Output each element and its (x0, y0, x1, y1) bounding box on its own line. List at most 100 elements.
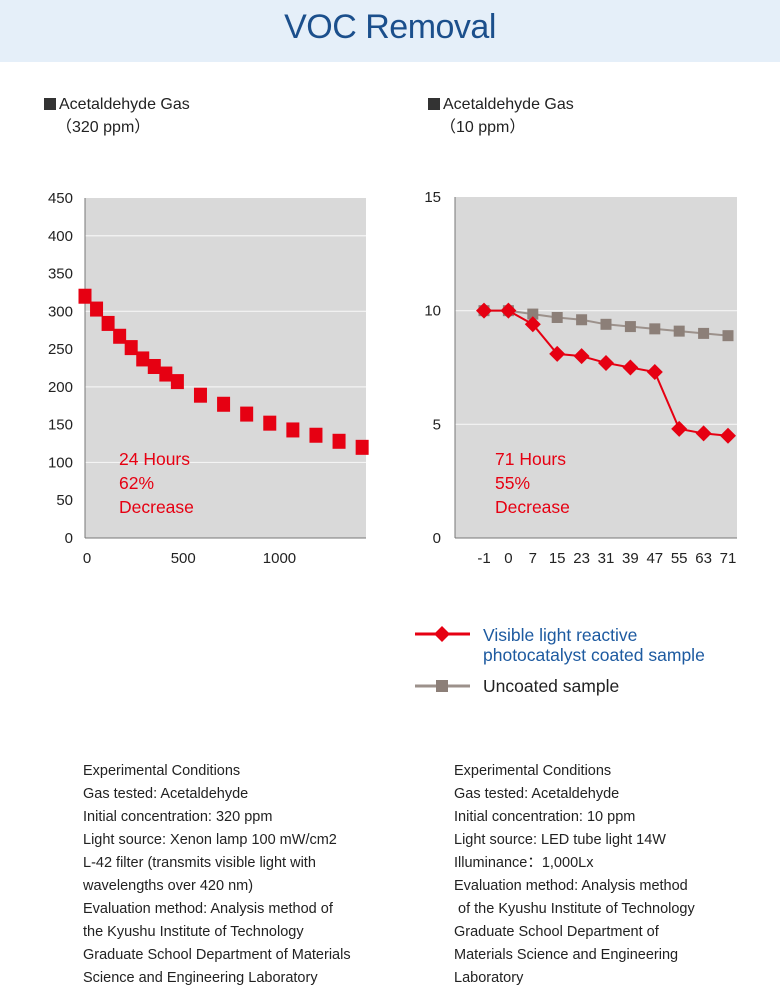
conditions-right: Experimental Conditions Gas tested: Aceta… (454, 760, 695, 987)
x-tick-label: 0 (83, 550, 91, 567)
data-point-square (600, 318, 612, 330)
data-point-square (78, 288, 92, 304)
conditions-left: Experimental Conditions Gas tested: Aceta… (83, 760, 351, 987)
square-bullet-icon (428, 98, 440, 110)
data-point-square (332, 433, 346, 449)
legend-uncoated-label: Uncoated sample (483, 676, 620, 696)
data-point-square (624, 321, 636, 333)
data-point-square (193, 387, 207, 403)
y-tick-label: 10 (424, 303, 441, 320)
x-tick-label: 39 (622, 550, 639, 567)
data-point-diamond (646, 364, 663, 381)
condition-line: Illuminance：1,000Lx (454, 855, 594, 871)
condition-line: Experimental Conditions (83, 763, 241, 779)
data-point-square (673, 325, 685, 337)
legend-uncoated-square-icon (436, 680, 448, 692)
x-tick-label: 55 (671, 550, 688, 567)
condition-line: Experimental Conditions (454, 763, 612, 779)
legend-coated-line2: photocatalyst coated sample (483, 645, 705, 665)
left-plot-area (85, 198, 366, 538)
data-point-diamond (573, 348, 590, 365)
data-point-square (101, 315, 115, 331)
condition-line: Science and Engineering Laboratory (83, 970, 318, 986)
annotation-text: 71 Hours (495, 449, 566, 469)
x-tick-label: 0 (504, 550, 512, 567)
condition-line: Materials Science and Engineering (454, 947, 679, 963)
data-point-diamond (549, 345, 566, 362)
data-point-square (576, 314, 588, 326)
left-subheading: （320 ppm） (56, 119, 151, 136)
condition-line: wavelengths over 420 nm) (83, 878, 254, 894)
legend-coated-label: Visible light reactive photocatalyst coa… (483, 625, 705, 665)
data-point-square (113, 328, 127, 344)
data-point-diamond (500, 302, 517, 319)
data-point-square (551, 311, 563, 323)
data-point-square (649, 323, 661, 335)
condition-line: Gas tested: Acetaldehyde (454, 786, 620, 802)
square-bullet-icon (44, 98, 56, 110)
legend-coated-diamond-icon (434, 626, 450, 642)
condition-line: Graduate School Department of (454, 924, 659, 940)
right-plot-area (455, 197, 737, 538)
data-point-diamond (524, 316, 541, 333)
condition-line: Evaluation method: Analysis method of (83, 901, 333, 917)
page-title: VOC Removal (284, 8, 496, 46)
x-tick-label: 15 (549, 550, 566, 567)
data-point-square (124, 340, 138, 356)
y-tick-label: 350 (48, 266, 73, 283)
condition-line: Light source: Xenon lamp 100 mW/cm2 (83, 832, 337, 848)
y-tick-label: 15 (424, 189, 441, 206)
condition-line: the Kyushu Institute of Technology (83, 924, 304, 940)
y-tick-label: 0 (433, 530, 441, 547)
condition-line: Evaluation method: Analysis method (454, 878, 688, 894)
x-tick-label: 23 (573, 550, 590, 567)
data-point-square (159, 366, 173, 382)
data-point-diamond (622, 359, 639, 376)
right-chart-heading: Acetaldehyde Gas （10 ppm） (428, 93, 574, 139)
data-point-square (527, 308, 539, 320)
data-point-diamond (671, 420, 688, 437)
y-tick-label: 250 (48, 341, 73, 358)
data-point-diamond (695, 425, 712, 442)
data-point-square (355, 439, 369, 455)
left-chart-heading: Acetaldehyde Gas （320 ppm） (44, 93, 190, 139)
x-tick-label: 47 (646, 550, 663, 567)
x-tick-label: 500 (171, 550, 196, 567)
y-tick-label: 150 (48, 417, 73, 434)
x-tick-label: 31 (598, 550, 615, 567)
data-point-square (170, 374, 184, 390)
y-tick-label: 100 (48, 454, 73, 471)
left-heading-text: Acetaldehyde Gas (59, 96, 190, 113)
x-tick-label: 63 (695, 550, 712, 567)
right-heading-text: Acetaldehyde Gas (443, 96, 574, 113)
right-subheading: （10 ppm） (440, 119, 526, 136)
condition-line: Initial concentration: 10 ppm (454, 809, 636, 825)
header-band: VOC Removal (0, 0, 780, 62)
data-point-square (217, 396, 231, 412)
data-point-diamond (598, 354, 614, 371)
x-tick-label: -1 (477, 550, 490, 567)
data-point-square (147, 358, 161, 374)
x-tick-label: 7 (529, 550, 537, 567)
data-point-square (309, 427, 323, 443)
annotation-text: Decrease (495, 497, 570, 517)
condition-line: L-42 filter (transmits visible light wit… (83, 855, 316, 871)
condition-line: Graduate School Department of Materials (83, 947, 351, 963)
data-point-square (240, 406, 254, 422)
y-tick-label: 50 (56, 492, 73, 509)
annotation-text: 55% (495, 473, 530, 493)
data-point-diamond (720, 427, 736, 444)
data-point-diamond (476, 302, 492, 319)
y-tick-label: 5 (433, 416, 441, 433)
x-tick-label: 71 (720, 550, 737, 567)
annotation-text: Decrease (119, 497, 194, 517)
data-point-square (698, 327, 710, 339)
condition-line: Light source: LED tube light 14W (454, 832, 666, 848)
y-tick-label: 0 (65, 530, 73, 547)
condition-line: Laboratory (454, 970, 524, 986)
y-tick-label: 200 (48, 379, 73, 396)
y-tick-label: 450 (48, 190, 73, 207)
data-point-square (90, 301, 104, 317)
